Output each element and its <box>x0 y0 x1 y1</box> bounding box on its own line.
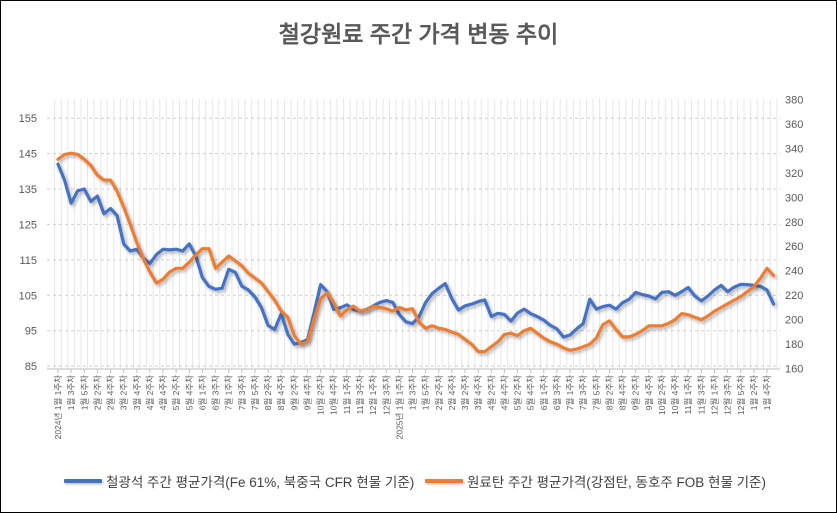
svg-text:1월 3주차: 1월 3주차 <box>66 375 76 410</box>
svg-text:10월 4주차: 10월 4주차 <box>329 375 339 415</box>
svg-text:12월 3주차: 12월 3주차 <box>381 375 391 415</box>
svg-text:1월 5주차: 1월 5주차 <box>79 375 89 410</box>
svg-text:4월 4주차: 4월 4주차 <box>499 375 509 410</box>
svg-text:5월 2주차: 5월 2주차 <box>171 375 181 410</box>
svg-text:260: 260 <box>785 241 803 253</box>
svg-text:9월 2주차: 9월 2주차 <box>631 375 641 410</box>
svg-text:12월 1주차: 12월 1주차 <box>710 375 720 415</box>
svg-text:180: 180 <box>785 339 803 351</box>
svg-text:10월 4주차: 10월 4주차 <box>670 375 680 415</box>
svg-text:5월 4주차: 5월 4주차 <box>526 375 536 410</box>
svg-text:145: 145 <box>19 149 37 161</box>
svg-text:12월 3주차: 12월 3주차 <box>723 375 733 415</box>
svg-text:9월 4주차: 9월 4주차 <box>303 375 313 410</box>
svg-text:3월 2주차: 3월 2주차 <box>119 375 129 410</box>
svg-text:4월 4주차: 4월 4주차 <box>158 375 168 410</box>
svg-text:115: 115 <box>19 255 37 267</box>
svg-text:4월 2주차: 4월 2주차 <box>486 375 496 410</box>
svg-text:11월 3주차: 11월 3주차 <box>355 375 365 415</box>
svg-text:6월 1주차: 6월 1주차 <box>539 375 549 410</box>
svg-text:7월 1주차: 7월 1주차 <box>224 375 234 410</box>
svg-text:9월 2주차: 9월 2주차 <box>289 375 299 410</box>
svg-text:1월 4주차: 1월 4주차 <box>762 375 772 410</box>
svg-text:3월 4주차: 3월 4주차 <box>132 375 142 410</box>
svg-text:2월 2주차: 2월 2주차 <box>434 375 444 410</box>
svg-text:12월 5주차: 12월 5주차 <box>736 375 746 415</box>
svg-text:11월 1주차: 11월 1주차 <box>683 375 693 415</box>
svg-text:5월 4주차: 5월 4주차 <box>184 375 194 410</box>
svg-text:340: 340 <box>785 143 803 155</box>
svg-text:1월 2주차: 1월 2주차 <box>749 375 759 410</box>
svg-text:3월 4주차: 3월 4주차 <box>473 375 483 410</box>
svg-text:2025년 1월 1주차: 2025년 1월 1주차 <box>394 375 404 440</box>
svg-text:240: 240 <box>785 266 803 278</box>
svg-text:11월 3주차: 11월 3주차 <box>696 375 706 415</box>
svg-text:125: 125 <box>19 219 37 231</box>
svg-text:155: 155 <box>19 113 37 125</box>
svg-text:95: 95 <box>25 326 37 338</box>
svg-text:2월 4주차: 2월 4주차 <box>447 375 457 410</box>
svg-text:200: 200 <box>785 315 803 327</box>
svg-text:7월 5주차: 7월 5주차 <box>591 375 601 410</box>
coking-coal-legend-label: 원료탄 주간 평균가격(강점탄, 동호주 FOB 현물 기준) <box>467 475 766 490</box>
svg-text:10월 2주차: 10월 2주차 <box>657 375 667 415</box>
chart-title: 철강원료 주간 가격 변동 추이 <box>278 21 559 47</box>
iron-ore-legend-swatch <box>64 479 102 483</box>
svg-text:160: 160 <box>785 364 803 376</box>
svg-text:2월 4주차: 2월 4주차 <box>106 375 116 410</box>
legend-item-iron-ore: 철광석 주간 평균가격(Fe 61%, 북중국 CFR 현물 기준) <box>64 471 414 491</box>
svg-text:8월 2주차: 8월 2주차 <box>263 375 273 410</box>
svg-text:300: 300 <box>785 192 803 204</box>
svg-text:12월 1주차: 12월 1주차 <box>368 375 378 415</box>
svg-text:8월 4주차: 8월 4주차 <box>618 375 628 410</box>
svg-text:220: 220 <box>785 290 803 302</box>
svg-text:7월 1주차: 7월 1주차 <box>565 375 575 410</box>
svg-text:3월 2주차: 3월 2주차 <box>460 375 470 410</box>
svg-text:2024년 1월 1주차: 2024년 1월 1주차 <box>53 375 63 440</box>
svg-text:5월 2주차: 5월 2주차 <box>513 375 523 410</box>
svg-text:6월 3주차: 6월 3주차 <box>211 375 221 410</box>
coking-coal-legend-swatch <box>425 479 463 483</box>
legend-item-coking-coal: 원료탄 주간 평균가격(강점탄, 동호주 FOB 현물 기준) <box>425 471 766 491</box>
svg-text:2월 2주차: 2월 2주차 <box>92 375 102 410</box>
svg-text:85: 85 <box>25 361 37 373</box>
svg-text:9월 4주차: 9월 4주차 <box>644 375 654 410</box>
svg-text:135: 135 <box>19 184 37 196</box>
svg-text:10월 2주차: 10월 2주차 <box>316 375 326 415</box>
svg-text:1월 5주차: 1월 5주차 <box>421 375 431 410</box>
svg-text:6월 3주차: 6월 3주차 <box>552 375 562 410</box>
svg-text:11월 1주차: 11월 1주차 <box>342 375 352 415</box>
svg-text:4월 2주차: 4월 2주차 <box>145 375 155 410</box>
svg-text:380: 380 <box>785 94 803 106</box>
svg-text:1월 3주차: 1월 3주차 <box>408 375 418 410</box>
svg-text:105: 105 <box>19 290 37 302</box>
svg-text:6월 1주차: 6월 1주차 <box>197 375 207 410</box>
svg-text:360: 360 <box>785 119 803 131</box>
svg-text:320: 320 <box>785 168 803 180</box>
iron-ore-legend-label: 철광석 주간 평균가격(Fe 61%, 북중국 CFR 현물 기준) <box>106 475 415 490</box>
svg-text:8월 2주차: 8월 2주차 <box>605 375 615 410</box>
svg-text:8월 4주차: 8월 4주차 <box>276 375 286 410</box>
svg-text:280: 280 <box>785 217 803 229</box>
svg-text:7월 3주차: 7월 3주차 <box>237 375 247 410</box>
svg-text:7월 3주차: 7월 3주차 <box>578 375 588 410</box>
svg-text:7월 5주차: 7월 5주차 <box>250 375 260 410</box>
